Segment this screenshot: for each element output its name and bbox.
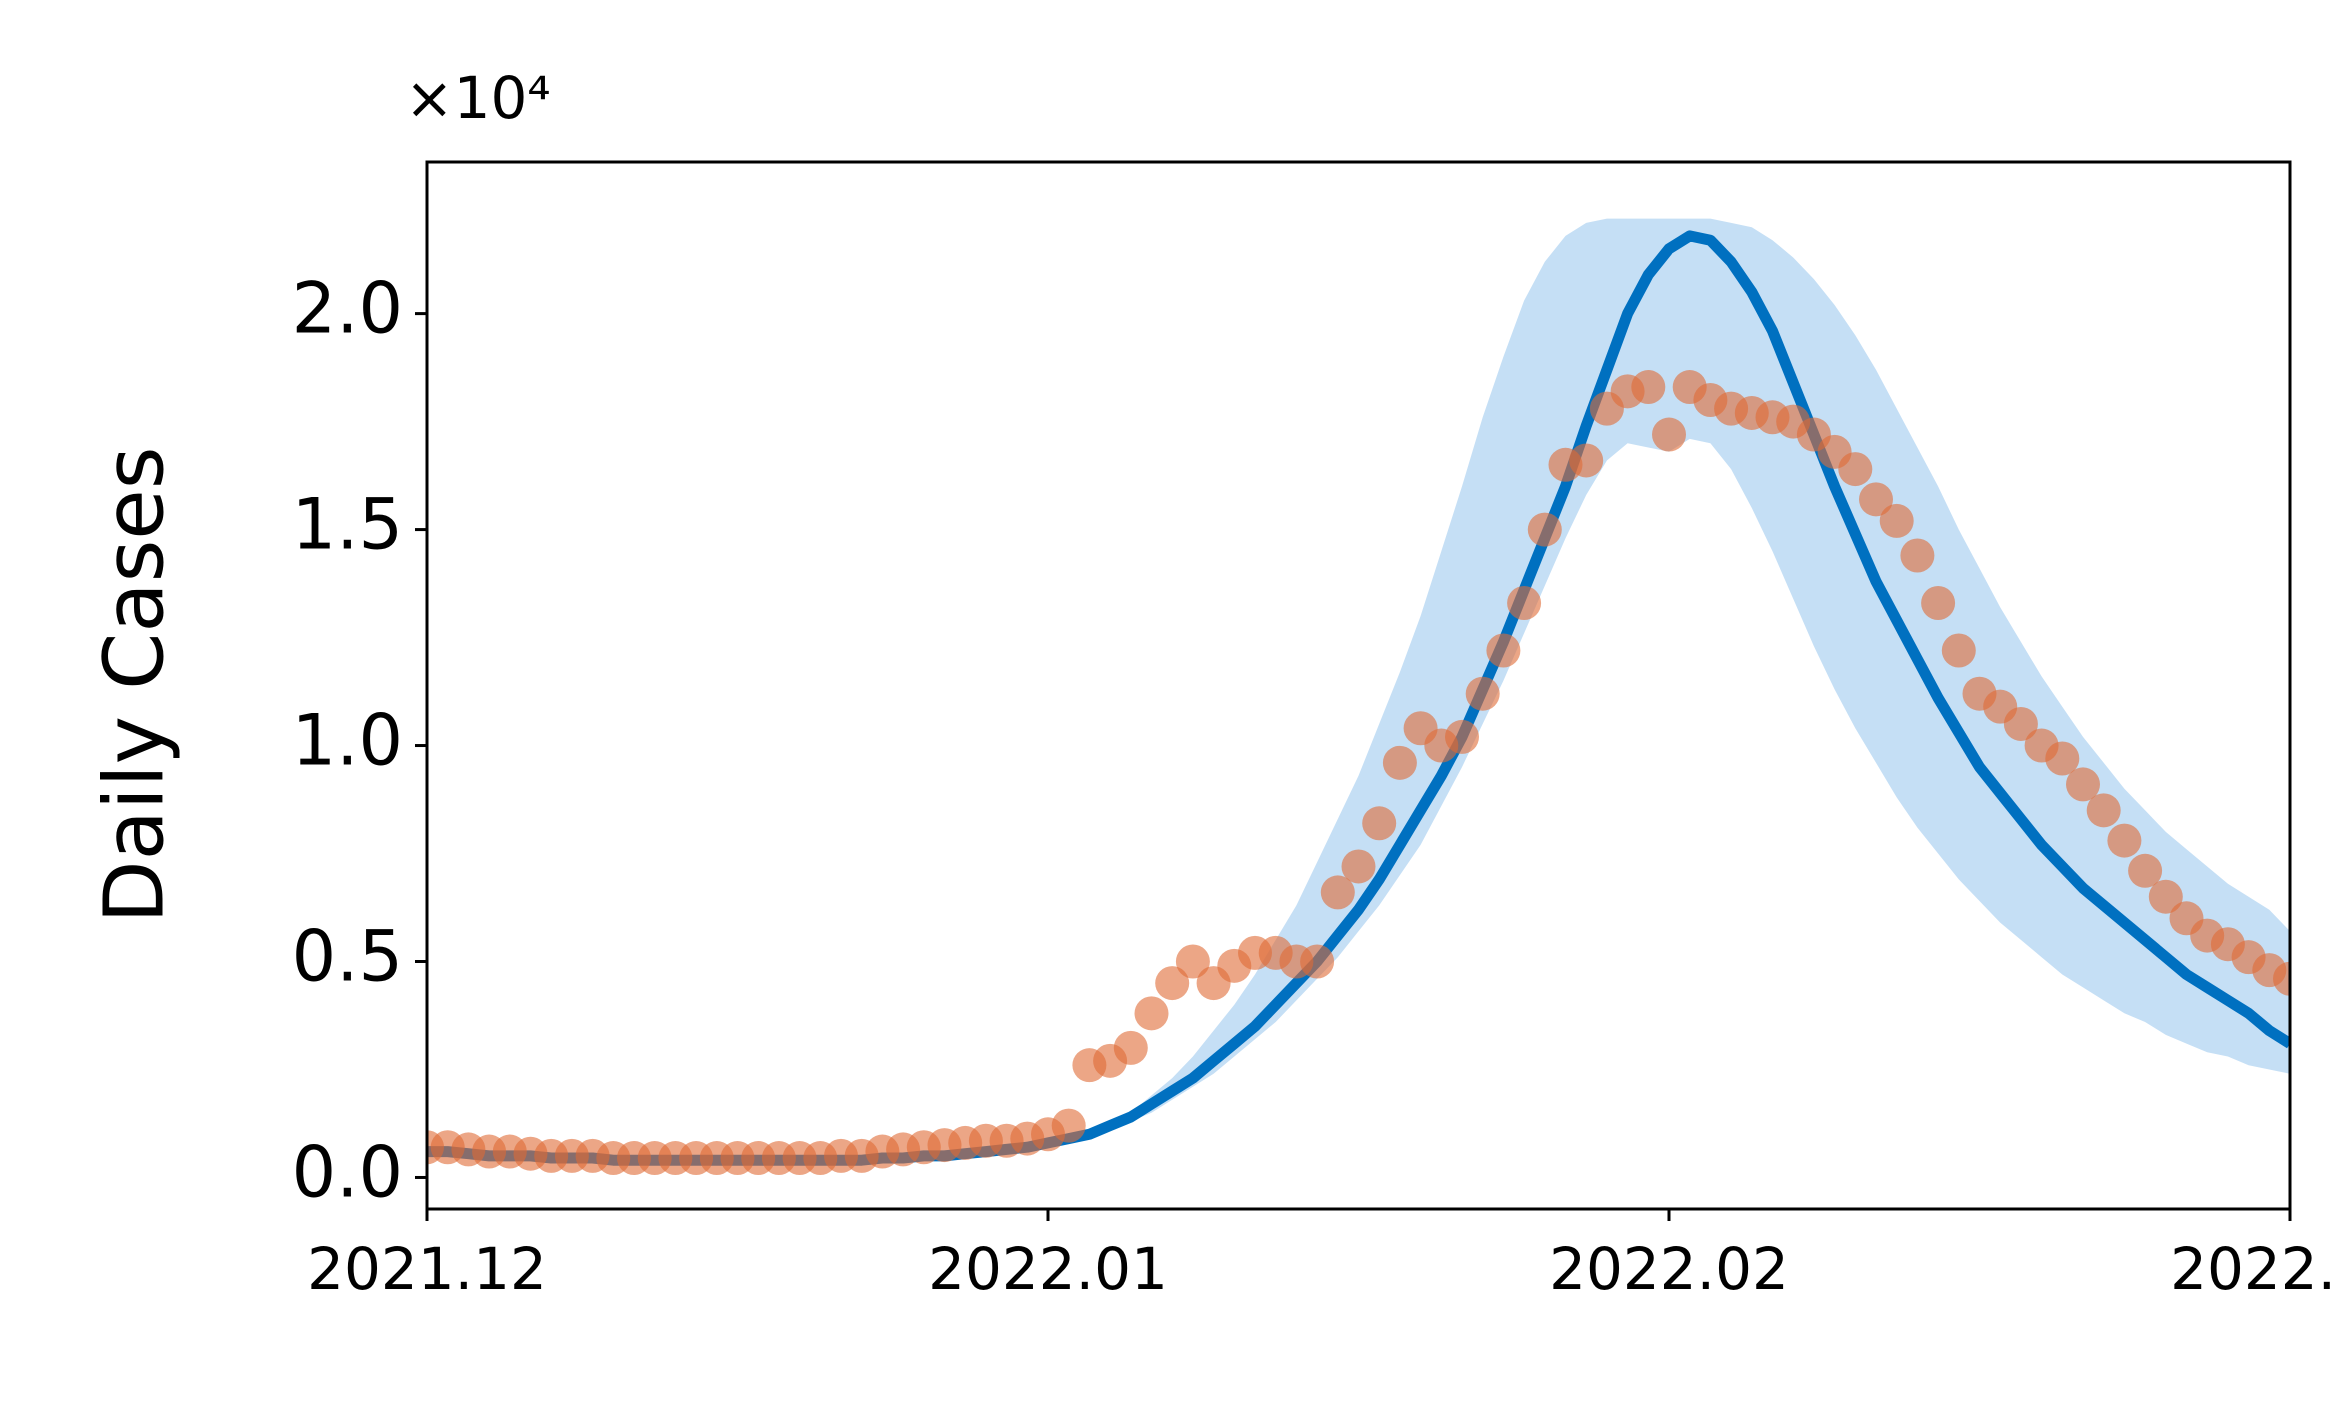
observed-point [1921,586,1956,621]
y-tick-label: 1.5 [292,484,403,566]
observed-point [1941,633,1976,668]
offset-label: ×10⁴ [405,64,551,132]
observed-point [1569,443,1604,478]
observed-point [1631,370,1666,405]
observed-point [1879,503,1914,538]
observed-point [2148,879,2183,914]
observed-point [2107,823,2142,858]
observed-point [1300,944,1335,979]
x-tick-label: 2022.01 [928,1235,1168,1303]
observed-point [1527,512,1562,547]
observed-point [1051,1108,1086,1143]
y-tick-label: 0.0 [292,1132,403,1214]
plot-area [427,218,2290,1176]
observed-point [1859,482,1893,517]
observed-point [1445,719,1479,754]
observed-point [1465,676,1500,711]
observed-point [1838,452,1873,487]
observed-point [2003,706,2038,741]
observed-point [1486,633,1521,668]
observed-point [1900,538,1935,573]
observed-point [1113,1030,1148,1065]
observed-point [1507,586,1542,621]
observed-point [1341,849,1376,884]
y-tick-label: 1.0 [292,700,403,782]
observed-point [2045,741,2080,776]
observed-point [2066,767,2100,802]
axes-frame [425,160,2292,1211]
observed-point [1134,996,1169,1031]
confidence-band [427,218,2290,1161]
observed-point [1382,745,1417,780]
x-tick-label: 2021.12 [307,1235,547,1303]
observed-point [2273,961,2290,996]
observed-point [1175,944,1210,979]
x-tick-label: 2022.02 [1549,1235,1789,1303]
observed-point [1155,966,1190,1001]
observed-point [1320,875,1355,910]
y-axis-label: Daily Cases [87,447,182,924]
x-tick-label: 2022.03 [2170,1235,2338,1303]
observed-point [2128,853,2163,888]
observed-point [1652,417,1686,452]
observed-point [1362,806,1397,841]
y-tick-label: 2.0 [292,268,403,350]
y-tick-label: 0.5 [292,916,403,998]
observed-point [2086,793,2121,828]
